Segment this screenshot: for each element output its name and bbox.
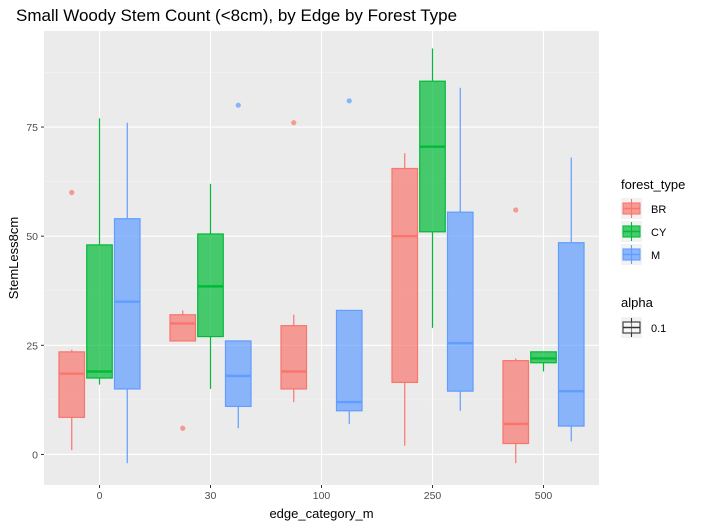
y-tick-label: 50 — [26, 231, 38, 243]
box-iqr — [224, 340, 252, 408]
box-CY-30 — [197, 183, 224, 389]
axes: 0 25 50 75 0 30 100 250 500 — [26, 122, 552, 502]
legend-label-M: M — [651, 250, 660, 262]
legend-key-CY — [622, 222, 641, 241]
box-BR-500 — [502, 207, 530, 464]
outlier-point — [180, 425, 186, 431]
legend-key-M — [622, 245, 641, 264]
x-tick-label: 0 — [97, 490, 103, 502]
x-axis-title: edge_category_m — [269, 506, 373, 521]
legend-label-BR: BR — [651, 204, 666, 216]
box-BR-250 — [391, 153, 419, 446]
box-iqr — [419, 80, 446, 233]
x-tick-label: 250 — [424, 490, 442, 502]
box-iqr — [280, 325, 308, 390]
box-iqr — [58, 351, 86, 418]
box-iqr — [335, 309, 363, 412]
box-iqr — [446, 211, 474, 392]
box-iqr — [557, 242, 585, 427]
x-tick-label: 100 — [313, 490, 331, 502]
outlier-point — [69, 189, 75, 196]
box-M-250 — [446, 87, 474, 411]
box-iqr — [169, 314, 197, 342]
box-iqr — [86, 244, 113, 379]
box-M-500 — [557, 157, 585, 442]
box-M-30 — [224, 102, 252, 429]
outlier-point — [346, 98, 352, 104]
legend-key-alpha — [622, 318, 641, 337]
legend-key-BR — [622, 199, 641, 218]
boxplot-layer — [58, 48, 585, 464]
box-iqr — [391, 167, 419, 384]
x-tick-label: 30 — [205, 490, 217, 502]
outlier-point — [235, 102, 241, 108]
box-BR-30 — [169, 310, 197, 431]
box-M-100 — [335, 98, 363, 424]
box-iqr — [502, 359, 530, 445]
y-tick-label: 75 — [26, 122, 38, 134]
legend-label-alpha: 0.1 — [651, 323, 666, 335]
box-CY-0 — [86, 118, 113, 385]
legend-title-alpha: alpha — [621, 295, 654, 310]
x-tick-label: 500 — [535, 490, 553, 502]
y-tick-label: 25 — [26, 340, 38, 352]
y-axis-title: StemLess8cm — [6, 217, 21, 299]
box-M-0 — [113, 122, 141, 464]
y-tick-label: 0 — [32, 449, 38, 461]
series-M — [113, 87, 585, 464]
legend-title-forest-type: forest_type — [621, 177, 685, 192]
chart-title: Small Woody Stem Count (<8cm), by Edge b… — [16, 6, 457, 25]
box-iqr — [113, 218, 141, 390]
series-CY — [86, 48, 557, 389]
outlier-point — [291, 120, 297, 126]
box-CY-500 — [530, 351, 557, 372]
legend-label-CY: CY — [651, 227, 667, 239]
box-CY-250 — [419, 48, 446, 328]
box-BR-100 — [280, 120, 308, 403]
box-BR-0 — [58, 189, 86, 451]
outlier-point — [513, 207, 519, 213]
series-BR — [58, 120, 530, 464]
